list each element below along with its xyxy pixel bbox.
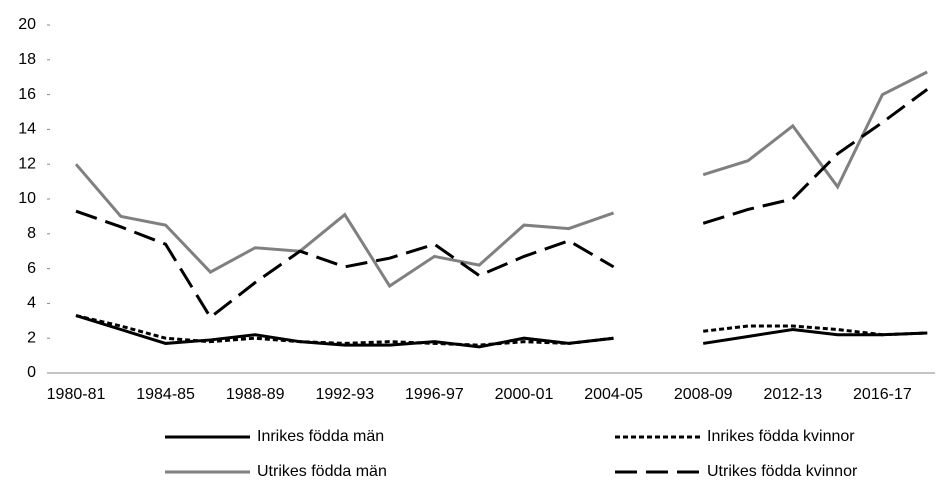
y-tick-label: 4 [27, 295, 36, 312]
x-tick-label: 2012-13 [763, 386, 822, 403]
x-tick-label: 1996-97 [405, 386, 464, 403]
legend-label: Utrikes födda kvinnor [707, 463, 858, 480]
y-tick-label: 0 [27, 364, 36, 381]
x-tick-label: 1992-93 [315, 386, 374, 403]
x-tick-label: 2004-05 [584, 386, 643, 403]
series-line [75, 88, 929, 320]
x-tick-label: 1984-85 [136, 386, 195, 403]
x-tick-label: 2000-01 [495, 386, 554, 403]
x-tick-label: 2008-09 [674, 386, 733, 403]
y-tick-label: 20 [18, 16, 36, 33]
x-tick-label: 1980-81 [47, 386, 106, 403]
legend-label: Inrikes födda män [257, 428, 384, 445]
y-tick-label: 16 [18, 86, 36, 103]
x-tick-label: 2016-17 [853, 386, 912, 403]
x-tick-label: 1988-89 [226, 386, 285, 403]
y-tick-label: 8 [27, 225, 36, 242]
y-tick-label: 12 [18, 155, 36, 172]
series-line [74, 70, 928, 289]
legend-label: Utrikes födda män [257, 463, 387, 480]
y-tick-label: 18 [18, 51, 36, 68]
series-line [75, 314, 928, 347]
y-tick-label: 10 [18, 190, 36, 207]
legend-label: Inrikes födda kvinnor [707, 428, 855, 445]
y-tick-label: 6 [27, 260, 36, 277]
y-tick-label: 2 [27, 329, 36, 346]
y-tick-label: 14 [18, 121, 36, 138]
